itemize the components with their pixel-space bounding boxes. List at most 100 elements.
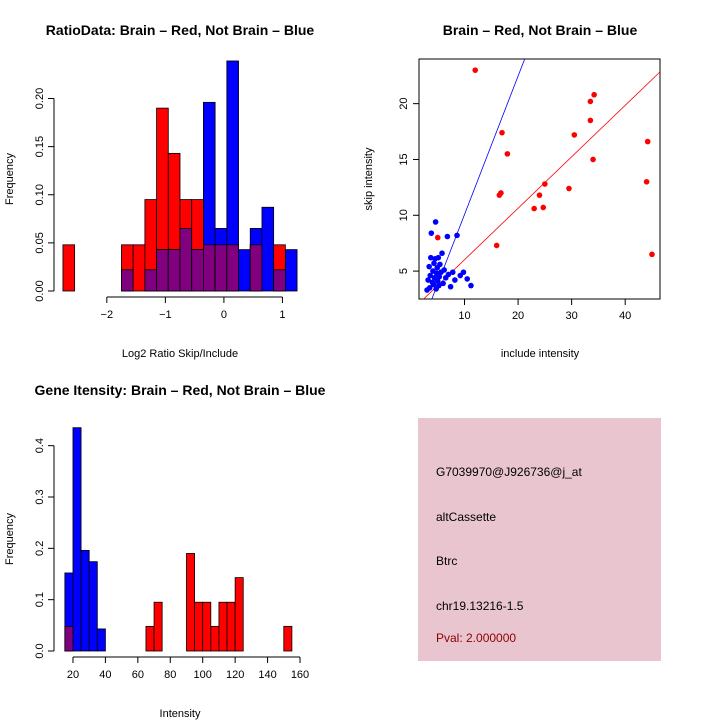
brain-point bbox=[499, 129, 505, 136]
brain-point bbox=[540, 204, 547, 211]
scatter-y-tick-label: 10 bbox=[398, 209, 410, 221]
not-brain-fit-line bbox=[431, 59, 526, 299]
not-brain-point bbox=[425, 277, 431, 283]
scatter-box bbox=[418, 58, 661, 300]
ratio-y-tick-label: 0.05 bbox=[34, 232, 46, 253]
ratio-x-tick-label: −2 bbox=[101, 309, 114, 321]
scatter-ylabel: skip intensity bbox=[363, 147, 375, 210]
gene-bar-brain bbox=[210, 625, 220, 652]
ratio-bar-not-brain bbox=[238, 249, 251, 292]
brain-point bbox=[531, 205, 537, 212]
gene-x-tick-label: 100 bbox=[194, 669, 212, 681]
brain-point bbox=[472, 67, 479, 73]
not-brain-point bbox=[427, 254, 434, 261]
brain-point bbox=[434, 234, 441, 241]
gene-bar-brain bbox=[186, 553, 195, 652]
ratio-bar-not-brain bbox=[261, 206, 275, 292]
brain-point bbox=[587, 117, 594, 124]
ratio-bar-brain bbox=[132, 244, 146, 292]
ratio-x-tick-label: 1 bbox=[279, 309, 285, 321]
not-brain-point bbox=[454, 232, 460, 239]
ratio-y-tick-label: 0.00 bbox=[34, 280, 46, 301]
gene-x-tick-label: 80 bbox=[164, 669, 176, 681]
not-brain-point bbox=[431, 260, 437, 267]
scatter-title: Brain – Red, Not Brain – Blue bbox=[443, 22, 638, 38]
gene-axes: 20 40 60 80 100 120 140 160 0.0 0.1 0.2 0.3 0.4 bbox=[34, 438, 309, 681]
gene-histogram: Gene Itensity: Brain – Red, Not Brain – … bbox=[4, 382, 326, 720]
gene-bar-brain bbox=[153, 601, 163, 652]
scatter-x-tick-label: 40 bbox=[619, 310, 631, 322]
ratio-y-tick-label: 0.10 bbox=[34, 184, 46, 205]
ratio-bar-overlap bbox=[214, 244, 228, 292]
scatter-y-tick-label: 20 bbox=[398, 98, 410, 110]
ratio-x-tick-label: 0 bbox=[221, 309, 227, 321]
gene-bar-overlap bbox=[64, 625, 74, 652]
location-text: chr19.13216-1.5 bbox=[436, 599, 524, 613]
scatter-x-tick-label: 30 bbox=[566, 310, 578, 322]
ratio-bar-overlap bbox=[167, 249, 181, 292]
gene-bar-brain bbox=[226, 601, 236, 652]
ratio-bar-overlap bbox=[203, 244, 216, 292]
event-type-text: altCassette bbox=[436, 510, 496, 524]
not-brain-point bbox=[468, 282, 474, 289]
not-brain-point bbox=[449, 269, 456, 276]
not-brain-point bbox=[460, 269, 467, 276]
not-brain-point bbox=[436, 273, 443, 280]
not-brain-point bbox=[437, 261, 443, 268]
ratio-ylabel: Frequency bbox=[4, 153, 16, 205]
not-brain-point bbox=[464, 276, 471, 282]
gene-x-tick-label: 40 bbox=[99, 669, 111, 681]
ratio-histogram: RatioData: Brain – Red, Not Brain – Blue… bbox=[4, 22, 314, 360]
brain-point bbox=[649, 251, 655, 258]
not-brain-point bbox=[444, 233, 451, 240]
ratio-bars bbox=[62, 60, 298, 292]
gene-title: Gene Itensity: Brain – Red, Not Brain – … bbox=[35, 382, 326, 398]
gene-x-tick-label: 160 bbox=[291, 669, 309, 681]
ratio-bar-overlap bbox=[273, 269, 286, 292]
not-brain-point bbox=[430, 281, 437, 288]
ratio-bar-overlap bbox=[191, 249, 204, 292]
brain-point bbox=[504, 151, 511, 157]
ratio-bar-overlap bbox=[179, 228, 193, 292]
ratio-title: RatioData: Brain – Red, Not Brain – Blue bbox=[46, 22, 315, 38]
not-brain-point bbox=[452, 277, 458, 283]
brain-point bbox=[536, 192, 543, 198]
not-brain-point bbox=[432, 219, 439, 225]
ratio-bar-overlap bbox=[226, 244, 239, 292]
info-panel: G7039970@J926736@j_at altCassette Btrc c… bbox=[418, 418, 661, 661]
gene-bar-not-brain bbox=[80, 549, 90, 652]
info-background bbox=[418, 418, 661, 661]
gene-bar-brain bbox=[202, 601, 212, 652]
ratio-bar-overlap bbox=[144, 269, 157, 292]
gene-bar-brain bbox=[194, 601, 204, 652]
gene-y-tick-label: 0.1 bbox=[34, 592, 46, 607]
not-brain-point bbox=[434, 278, 441, 284]
brain-point bbox=[590, 156, 596, 163]
gene-x-tick-label: 140 bbox=[258, 669, 276, 681]
intensity-scatter: Brain – Red, Not Brain – Blue 10 20 30 4051… bbox=[363, 22, 661, 360]
not-brain-point bbox=[440, 280, 446, 287]
ratio-bar-overlap bbox=[156, 249, 169, 292]
probe-id-text: G7039970@J926736@j_at bbox=[436, 465, 582, 479]
gene-bar-brain bbox=[145, 625, 155, 652]
brain-point bbox=[493, 242, 500, 249]
gene-bar-brain bbox=[218, 601, 228, 652]
gene-y-tick-label: 0.0 bbox=[34, 643, 46, 658]
gene-x-tick-label: 20 bbox=[67, 669, 79, 681]
gene-bar-not-brain bbox=[72, 427, 82, 652]
scatter-y-tick-label: 5 bbox=[398, 268, 410, 274]
scatter-xlabel: include intensity bbox=[501, 348, 580, 360]
ratio-x-tick-label: −1 bbox=[159, 309, 172, 321]
not-brain-point bbox=[427, 272, 434, 279]
brain-point bbox=[571, 132, 578, 138]
gene-name-text: Btrc bbox=[436, 554, 457, 568]
brain-point bbox=[542, 181, 548, 187]
brain-point bbox=[566, 185, 572, 192]
gene-bar-brain bbox=[283, 625, 293, 652]
not-brain-point bbox=[426, 285, 433, 291]
gene-xlabel: Intensity bbox=[160, 708, 201, 720]
gene-bar-brain bbox=[234, 577, 244, 652]
scatter-plot: 10 20 30 40 5 10 15 20 bbox=[398, 59, 660, 322]
not-brain-point bbox=[447, 283, 454, 290]
ratio-axes: −2 −1 0 1 0.00 0.05 0.10 0.15 0.20 bbox=[34, 88, 286, 321]
